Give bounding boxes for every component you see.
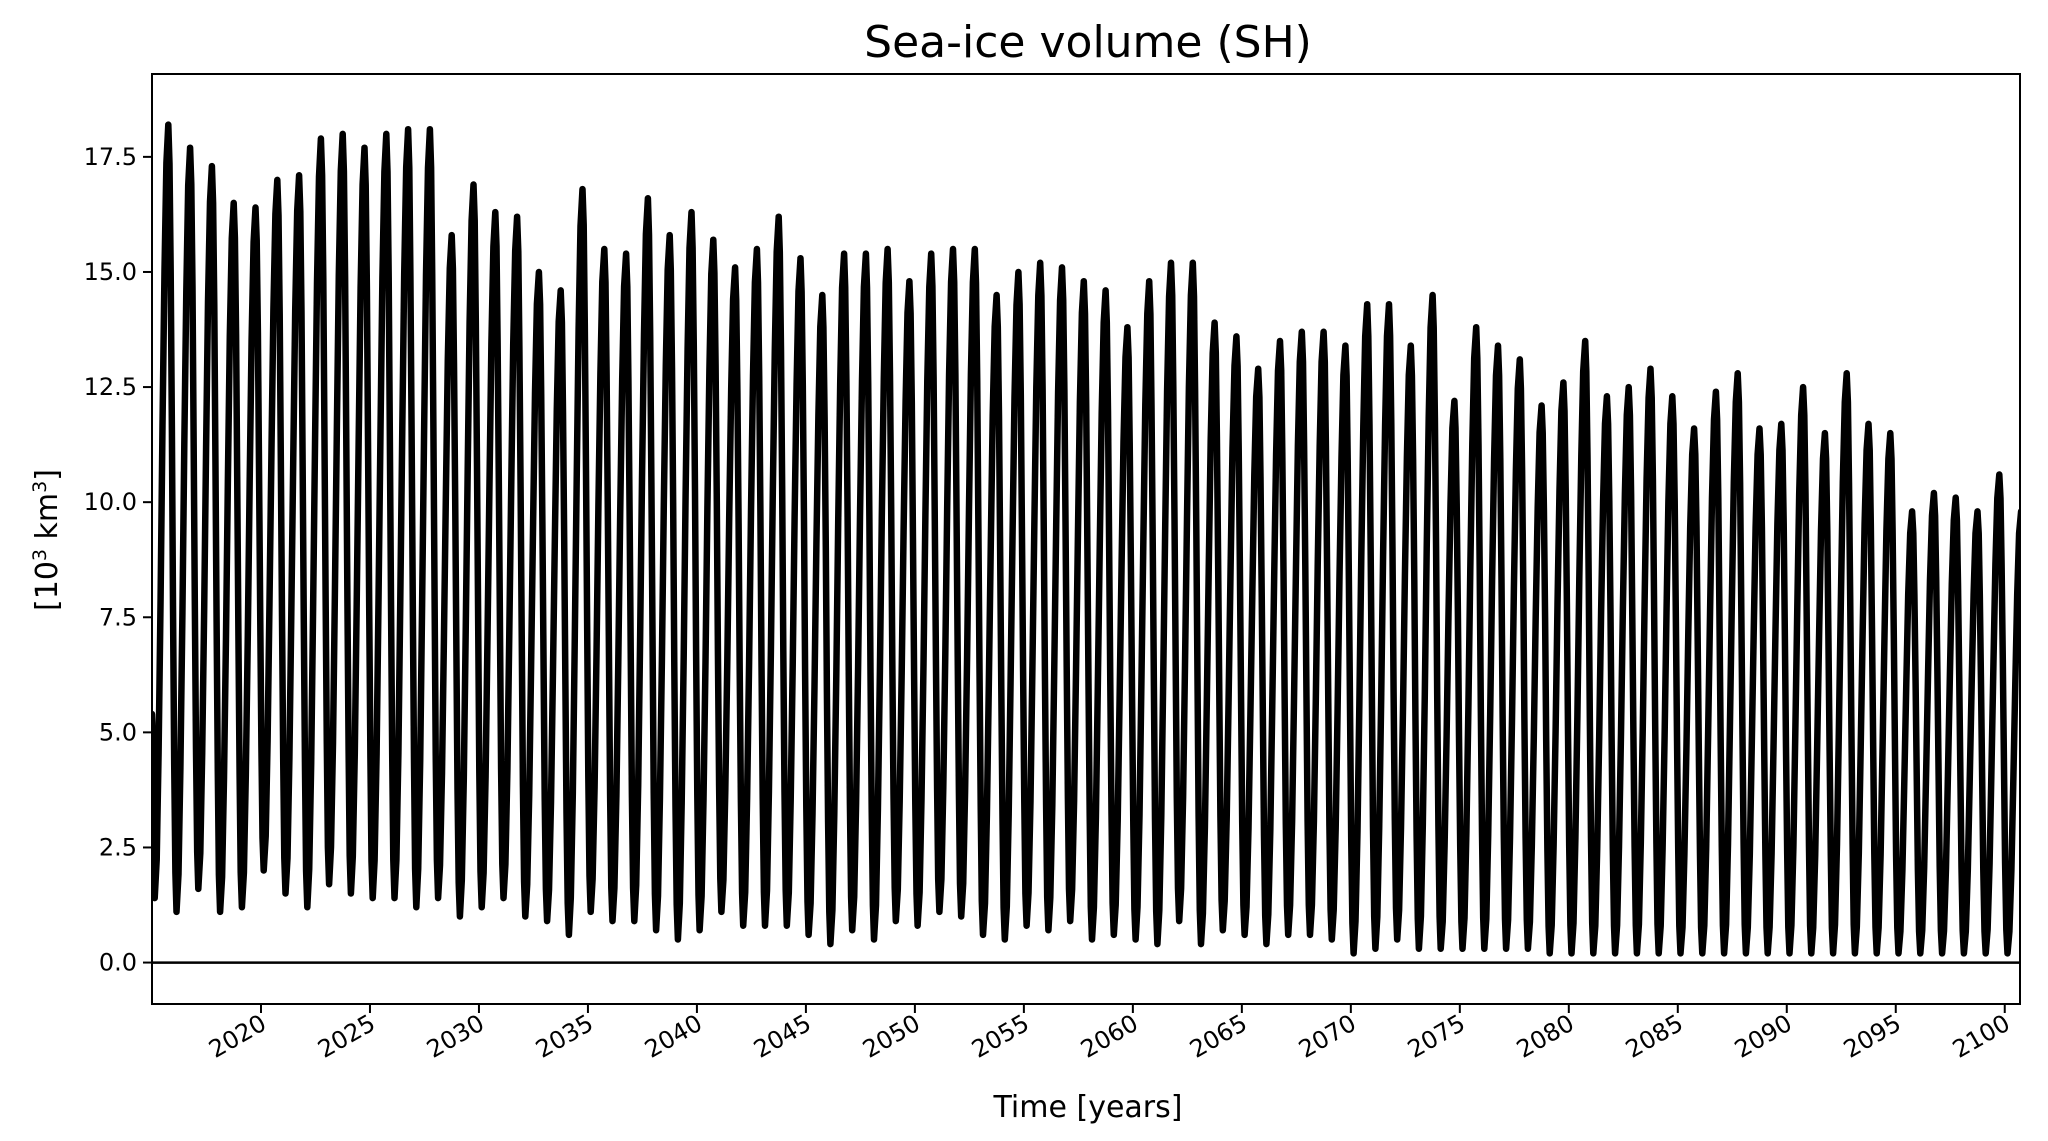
y-tick-label: 15.0 [84, 258, 137, 286]
y-axis-ticks: 0.0 2.5 5.0 7.5 10.0 12.5 15.0 17.5 [84, 143, 152, 977]
x-tick-label: 2035 [531, 1009, 598, 1064]
y-axis-label-exp2: 3 [29, 481, 51, 493]
y-axis-label-part3: ] [30, 469, 65, 481]
y-tick-label: 7.5 [99, 603, 137, 631]
y-axis-label-part2: km [30, 493, 65, 549]
x-tick-label: 2020 [204, 1009, 271, 1064]
x-axis-label: Time [years] [993, 1090, 1183, 1125]
y-axis-label: [103 km3] [29, 469, 65, 611]
chart-title: Sea-ice volume (SH) [864, 17, 1312, 68]
y-axis-label-part1: [10 [30, 561, 65, 611]
x-tick-label: 2095 [1839, 1009, 1906, 1064]
y-tick-label: 0.0 [99, 949, 137, 977]
y-tick-label: 5.0 [99, 718, 137, 746]
x-axis-ticks: 2020 2025 2030 2035 2040 2045 2050 2055 2060 2065… [204, 1004, 2015, 1064]
x-tick-label: 2100 [1948, 1009, 2015, 1064]
plot-frame [151, 73, 2021, 1005]
x-tick-label: 2065 [1185, 1009, 1252, 1064]
sea-ice-volume-series [152, 121, 2020, 957]
x-tick-label: 2075 [1403, 1009, 1470, 1064]
y-tick-label: 17.5 [84, 143, 137, 171]
x-tick-label: 2070 [1294, 1009, 1361, 1064]
y-axis-label-exp1: 3 [29, 549, 51, 561]
x-tick-label: 2025 [313, 1009, 380, 1064]
x-tick-label: 2050 [858, 1009, 925, 1064]
x-tick-label: 2060 [1076, 1009, 1143, 1064]
y-tick-label: 12.5 [84, 373, 137, 401]
x-tick-label: 2090 [1730, 1009, 1797, 1064]
series-layer [152, 121, 2020, 957]
x-tick-label: 2045 [749, 1009, 816, 1064]
y-tick-label: 10.0 [84, 488, 137, 516]
x-tick-label: 2080 [1512, 1009, 1579, 1064]
y-tick-label: 2.5 [99, 833, 137, 861]
x-tick-label: 2085 [1621, 1009, 1688, 1064]
x-tick-label: 2055 [967, 1009, 1034, 1064]
x-tick-label: 2030 [422, 1009, 489, 1064]
x-tick-label: 2040 [640, 1009, 707, 1064]
